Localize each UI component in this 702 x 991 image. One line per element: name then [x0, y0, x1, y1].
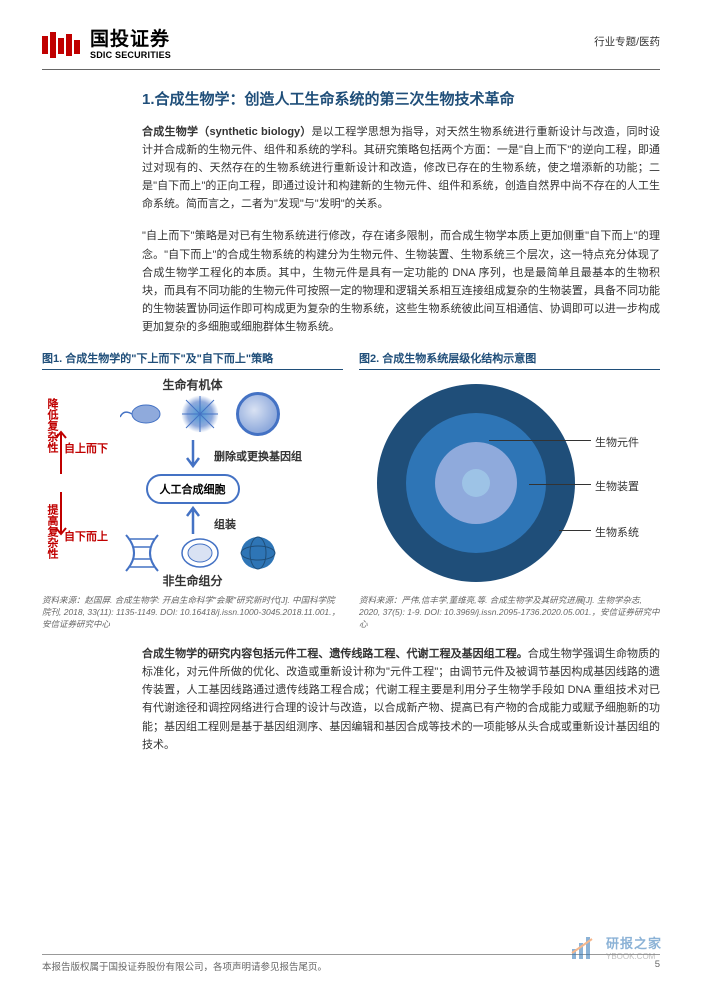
footer-disclaimer: 本报告版权属于国投证券股份有限公司，各项声明请参见报告尾页。 — [42, 959, 327, 973]
virus-icon — [178, 392, 222, 436]
content: 1.合成生物学：创造人工生命系统的第三次生物技术革命 合成生物学（synthet… — [42, 88, 660, 754]
figure-1-title: 图1. 合成生物学的"下上而下"及"自下而上"策略 — [42, 350, 343, 370]
watermark: 研报之家 YBOOK.COM — [570, 933, 662, 961]
f2-label-system: 生物系统 — [595, 524, 639, 540]
dna-icon — [120, 533, 164, 573]
figure-1-source: 资料来源：赵国屏. 合成生物学: 开启生命科学"会聚"研究新时代[J]. 中国科… — [42, 595, 343, 631]
p3-rest: 合成生物学强调生命物质的标准化，对元件所做的优化、改造或重新设计称为"元件工程"… — [142, 648, 660, 751]
page-footer: 本报告版权属于国投证券股份有限公司，各项声明请参见报告尾页。 5 — [42, 954, 660, 973]
page-number: 5 — [655, 959, 660, 973]
f1-center-box: 人工合成细胞 — [146, 474, 240, 504]
sphere-icon — [236, 533, 280, 573]
f1-action-bottom: 组装 — [214, 516, 236, 532]
f1-bottom-label: 非生命组分 — [162, 572, 222, 589]
f2-leader-3 — [559, 530, 591, 531]
cell-icon — [236, 392, 280, 436]
watermark-icon — [570, 935, 600, 961]
f2-label-part: 生物元件 — [595, 434, 639, 450]
p3-bold: 合成生物学的研究内容包括元件工程、遗传线路工程、代谢工程及基因组工程。 — [142, 648, 528, 660]
f1-component-row — [120, 533, 280, 573]
watermark-brand: 研报之家 — [606, 936, 662, 951]
p1-bold: 合成生物学（synthetic biology） — [142, 126, 312, 138]
figure-2: 图2. 合成生物系统层级化结构示意图 生物元件 生物装置 生物系统 — [359, 350, 660, 631]
header-category: 行业专题/医药 — [594, 30, 660, 49]
figure-2-source: 资料来源：严伟,信丰学,董维亮,等. 合成生物学及其研究进展[J]. 生物学杂志… — [359, 595, 660, 631]
f2-leader-1 — [489, 440, 591, 441]
f1-bottomup-label: 自下而上 — [64, 528, 108, 544]
p1-rest: 是以工程学思想为指导，对天然生物系统进行重新设计与改造，同时设计并合成新的生物元… — [142, 126, 660, 211]
watermark-url: YBOOK.COM — [606, 952, 662, 961]
section-heading: 1.合成生物学：创造人工生命系统的第三次生物技术革命 — [142, 88, 660, 109]
figure-2-title: 图2. 合成生物系统层级化结构示意图 — [359, 350, 660, 370]
paragraph-3: 合成生物学的研究内容包括元件工程、遗传线路工程、代谢工程及基因组工程。合成生物学… — [142, 645, 660, 754]
figure-2-body: 生物元件 生物装置 生物系统 — [359, 376, 660, 591]
page-header: 国投证券 SDIC SECURITIES 行业专题/医药 — [42, 30, 660, 70]
f1-top-label: 生命有机体 — [162, 376, 222, 393]
figure-1: 图1. 合成生物学的"下上而下"及"自下而上"策略 生命有机体 降低复杂性 提高… — [42, 350, 343, 631]
membrane-icon — [178, 533, 222, 573]
f1-action-top: 删除或更换基因组 — [214, 448, 302, 464]
f1-arrow-up-icon — [184, 502, 202, 536]
logo-text-cn: 国投证券 — [90, 30, 171, 51]
f1-organism-row — [120, 392, 280, 436]
f2-leader-2 — [529, 484, 591, 485]
logo: 国投证券 SDIC SECURITIES — [42, 30, 171, 61]
f2-label-device: 生物装置 — [595, 478, 639, 494]
f1-topdown-label: 自上而下 — [64, 440, 108, 456]
bacteria-icon — [120, 399, 164, 429]
logo-icon — [42, 30, 82, 60]
logo-text-en: SDIC SECURITIES — [90, 51, 171, 61]
paragraph-2: "自上而下"策略是对已有生物系统进行修改，存在诸多限制，而合成生物学本质上更加侧… — [142, 227, 660, 336]
paragraph-1: 合成生物学（synthetic biology）是以工程学思想为指导，对天然生物… — [142, 123, 660, 214]
f1-arrow-down-1-icon — [184, 438, 202, 472]
figure-1-body: 生命有机体 降低复杂性 提高复杂性 自上而下 自下而上 — [42, 376, 343, 591]
